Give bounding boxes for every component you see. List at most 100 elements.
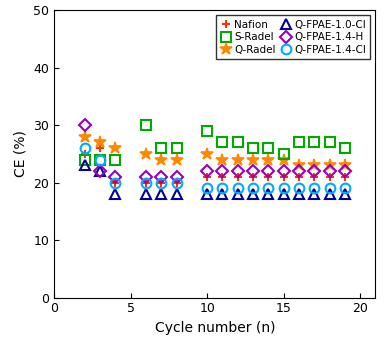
Q-Radel xyxy=(144,152,148,156)
Q-FPAE-1.0-Cl xyxy=(98,169,103,173)
Q-FPAE-1.0-Cl xyxy=(235,192,240,196)
Q-FPAE-1.0-Cl xyxy=(174,192,179,196)
Q-Radel xyxy=(205,152,209,156)
Nafion xyxy=(251,175,255,179)
Nafion xyxy=(235,175,240,179)
Q-FPAE-1.4-Cl xyxy=(174,181,179,185)
Q-FPAE-1.0-Cl xyxy=(281,192,286,196)
Q-Radel xyxy=(98,140,103,144)
Q-FPAE-1.0-Cl xyxy=(82,163,87,168)
Q-FPAE-1.0-Cl xyxy=(327,192,332,196)
S-Radel xyxy=(266,146,271,150)
Nafion xyxy=(82,152,87,156)
Q-FPAE-1.4-Cl xyxy=(205,186,209,190)
Q-FPAE-1.4-H xyxy=(113,175,118,179)
Q-FPAE-1.4-Cl xyxy=(281,186,286,190)
Q-FPAE-1.4-H xyxy=(144,175,148,179)
Q-FPAE-1.0-Cl xyxy=(312,192,317,196)
S-Radel xyxy=(159,146,164,150)
Q-Radel xyxy=(281,158,286,162)
Q-Radel xyxy=(113,146,118,150)
Nafion xyxy=(220,175,225,179)
Q-Radel xyxy=(312,163,317,168)
Q-FPAE-1.4-Cl xyxy=(220,186,225,190)
Nafion xyxy=(98,146,103,150)
S-Radel xyxy=(296,140,301,144)
Nafion xyxy=(113,181,118,185)
S-Radel xyxy=(174,146,179,150)
Q-FPAE-1.4-Cl xyxy=(144,181,148,185)
Q-FPAE-1.4-H xyxy=(296,169,301,173)
Q-FPAE-1.0-Cl xyxy=(342,192,347,196)
S-Radel xyxy=(205,129,209,133)
S-Radel xyxy=(327,140,332,144)
Q-FPAE-1.4-Cl xyxy=(235,186,240,190)
Q-Radel xyxy=(266,158,271,162)
Q-FPAE-1.0-Cl xyxy=(220,192,225,196)
Q-FPAE-1.0-Cl xyxy=(113,192,118,196)
Q-FPAE-1.0-Cl xyxy=(251,192,255,196)
Q-Radel xyxy=(220,158,225,162)
Q-FPAE-1.4-H xyxy=(174,175,179,179)
Q-FPAE-1.4-Cl xyxy=(327,186,332,190)
Line: Q-FPAE-1.4-H: Q-FPAE-1.4-H xyxy=(80,121,349,181)
S-Radel xyxy=(98,158,103,162)
S-Radel xyxy=(113,158,118,162)
Line: Q-FPAE-1.4-Cl: Q-FPAE-1.4-Cl xyxy=(80,143,350,193)
S-Radel xyxy=(235,140,240,144)
Nafion xyxy=(342,175,347,179)
Q-FPAE-1.0-Cl xyxy=(296,192,301,196)
Q-FPAE-1.4-H xyxy=(235,169,240,173)
Nafion xyxy=(281,175,286,179)
Q-Radel xyxy=(251,158,255,162)
Q-Radel xyxy=(174,158,179,162)
Line: S-Radel: S-Radel xyxy=(80,120,350,165)
Q-Radel xyxy=(342,163,347,168)
Q-Radel xyxy=(235,158,240,162)
Nafion xyxy=(296,175,301,179)
S-Radel xyxy=(312,140,317,144)
Q-FPAE-1.0-Cl xyxy=(144,192,148,196)
Q-FPAE-1.4-H xyxy=(312,169,317,173)
S-Radel xyxy=(281,152,286,156)
Q-FPAE-1.4-H xyxy=(327,169,332,173)
Nafion xyxy=(266,175,271,179)
Q-FPAE-1.4-Cl xyxy=(342,186,347,190)
Nafion xyxy=(327,175,332,179)
Q-FPAE-1.4-Cl xyxy=(251,186,255,190)
Q-FPAE-1.4-Cl xyxy=(312,186,317,190)
S-Radel xyxy=(82,158,87,162)
Q-FPAE-1.4-Cl xyxy=(113,181,118,185)
Nafion xyxy=(159,181,164,185)
Q-FPAE-1.0-Cl xyxy=(266,192,271,196)
Q-FPAE-1.4-Cl xyxy=(266,186,271,190)
S-Radel xyxy=(251,146,255,150)
Line: Nafion: Nafion xyxy=(80,144,349,187)
S-Radel xyxy=(220,140,225,144)
Line: Q-FPAE-1.0-Cl: Q-FPAE-1.0-Cl xyxy=(80,160,350,199)
Q-Radel xyxy=(327,163,332,168)
Q-FPAE-1.4-H xyxy=(281,169,286,173)
Q-FPAE-1.0-Cl xyxy=(159,192,164,196)
Q-FPAE-1.4-H xyxy=(159,175,164,179)
Q-Radel xyxy=(296,163,301,168)
Q-FPAE-1.4-Cl xyxy=(159,181,164,185)
Q-FPAE-1.4-H xyxy=(251,169,255,173)
Q-Radel xyxy=(159,158,164,162)
Q-Radel xyxy=(82,135,87,139)
Q-FPAE-1.4-H xyxy=(266,169,271,173)
Q-FPAE-1.4-H xyxy=(220,169,225,173)
Nafion xyxy=(312,175,317,179)
Line: Q-Radel: Q-Radel xyxy=(79,130,351,172)
S-Radel xyxy=(342,146,347,150)
Y-axis label: CE (%): CE (%) xyxy=(14,130,28,177)
S-Radel xyxy=(144,123,148,127)
Nafion xyxy=(205,175,209,179)
Q-FPAE-1.4-Cl xyxy=(82,146,87,150)
X-axis label: Cycle number (n): Cycle number (n) xyxy=(154,321,275,335)
Q-FPAE-1.4-H xyxy=(205,169,209,173)
Legend: Nafion, S-Radel, Q-Radel, Q-FPAE-1.0-Cl, Q-FPAE-1.4-H, Q-FPAE-1.4-Cl: Nafion, S-Radel, Q-Radel, Q-FPAE-1.0-Cl,… xyxy=(216,15,370,59)
Q-FPAE-1.0-Cl xyxy=(205,192,209,196)
Q-FPAE-1.4-Cl xyxy=(296,186,301,190)
Nafion xyxy=(174,181,179,185)
